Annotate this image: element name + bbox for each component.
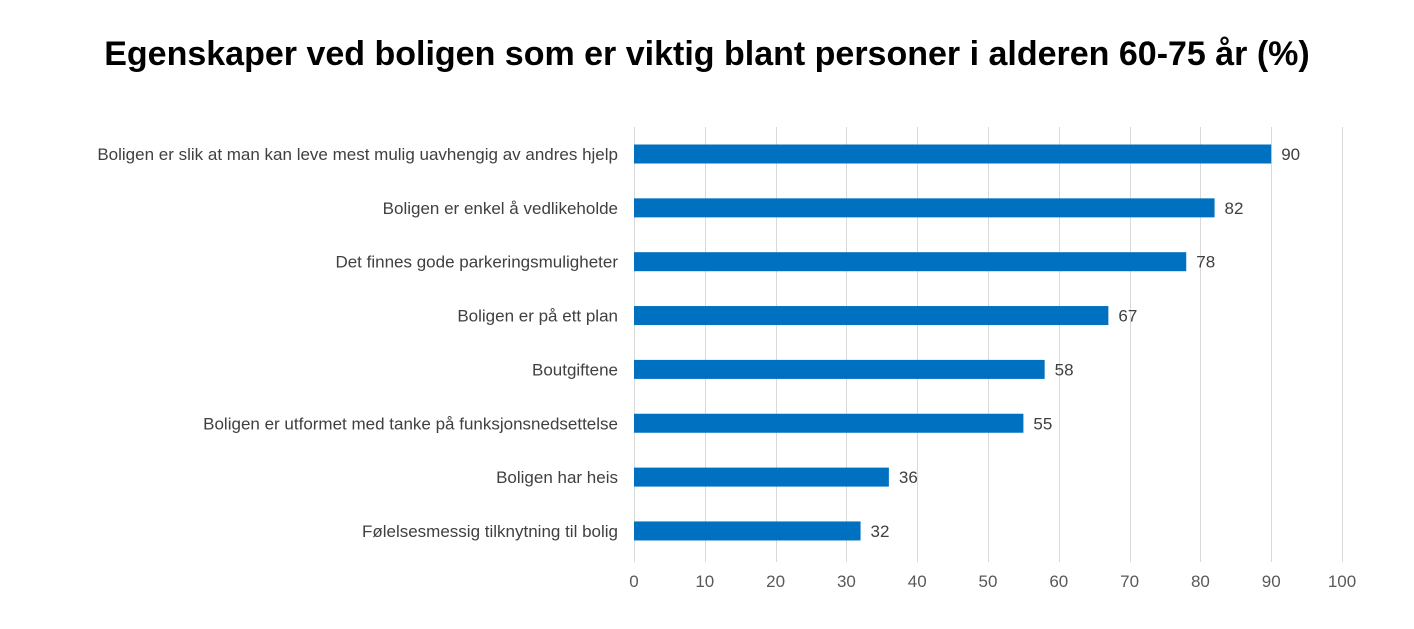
x-tick-label: 90 <box>1262 572 1281 591</box>
category-label: Boligen er enkel å vedlikeholde <box>383 199 618 218</box>
bar <box>634 198 1215 218</box>
x-tick-label: 10 <box>695 572 714 591</box>
x-tick-label: 50 <box>979 572 998 591</box>
x-tick-label: 70 <box>1120 572 1139 591</box>
gridlines <box>634 127 1343 562</box>
labels: 0 10 20 30 40 50 60 70 80 90 100 Boligen er slik at… <box>97 145 1356 591</box>
bar <box>634 252 1187 272</box>
data-label: 82 <box>1225 199 1244 218</box>
bar <box>634 521 861 541</box>
x-tick-label: 60 <box>1049 572 1068 591</box>
bar <box>634 144 1272 164</box>
category-label: Boligen er utformet med tanke på funksjo… <box>203 414 618 433</box>
category-label: Følelsesmessig tilknytning til bolig <box>362 522 618 541</box>
data-label: 55 <box>1033 414 1052 433</box>
x-tick-label: 80 <box>1191 572 1210 591</box>
bar <box>634 467 889 487</box>
x-tick-label: 40 <box>908 572 927 591</box>
data-label: 78 <box>1196 253 1215 272</box>
data-label: 67 <box>1118 307 1137 326</box>
bars <box>634 144 1272 541</box>
category-label: Boligen er slik at man kan leve mest mul… <box>97 145 618 164</box>
category-label: Boligen er på ett plan <box>457 307 618 326</box>
x-tick-label: 30 <box>837 572 856 591</box>
category-label: Boligen har heis <box>496 468 618 487</box>
data-label: 32 <box>871 522 890 541</box>
bar <box>634 413 1024 433</box>
x-tick-label: 0 <box>629 572 638 591</box>
category-label: Det finnes gode parkeringsmuligheter <box>335 253 618 272</box>
bar <box>634 359 1045 379</box>
x-tick-label: 100 <box>1328 572 1356 591</box>
chart-title: Egenskaper ved boligen som er viktig bla… <box>104 35 1310 73</box>
bar <box>634 306 1109 326</box>
data-label: 36 <box>899 468 918 487</box>
category-label: Boutgiftene <box>532 360 618 379</box>
data-label: 58 <box>1055 360 1074 379</box>
data-label: 90 <box>1281 145 1300 164</box>
x-tick-label: 20 <box>766 572 785 591</box>
